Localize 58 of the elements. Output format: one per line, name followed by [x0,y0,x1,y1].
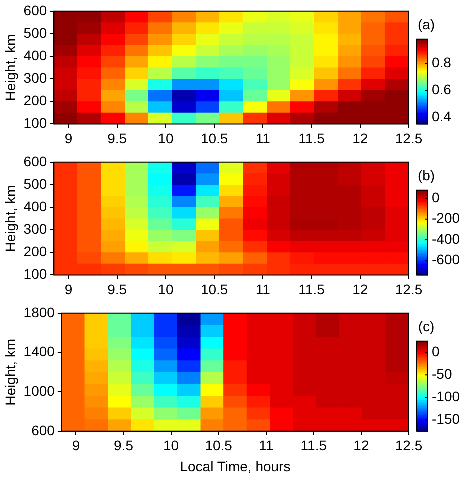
color-bar-label: 0 [432,344,440,360]
x-tick-label: 12 [354,438,370,454]
y-tick-label: 1400 [24,344,56,360]
text: (a) [418,16,436,32]
x-tick-label: 10.5 [200,130,228,146]
y-tick-label: 600 [24,153,48,170]
y-tick-label: 600 [32,422,56,438]
x-tick-label: 10 [158,281,174,298]
color-bar-label: 0.8 [432,54,452,70]
y-tick-label: 200 [24,92,48,108]
x-tick-label: 12 [352,281,368,298]
color-bar-label: -50 [432,366,452,382]
x-tick-label: 9 [72,438,80,454]
x-tick-label: 10 [158,130,174,146]
x-tick-label: 12.5 [395,438,423,454]
x-tick-label: 11 [259,438,274,454]
y-tick-label: 400 [24,198,48,214]
color-bar-label: -400 [432,230,460,247]
y-tick-label: 100 [24,115,48,132]
y-tick-label: 300 [24,70,48,86]
color-bar-label: -200 [432,210,460,226]
y-axis-title: Height, km [2,185,18,252]
x-tick-label: 10.5 [200,281,228,298]
color-bar-label: 0 [432,190,440,206]
y-tick-label: 300 [24,220,48,237]
color-bar-label: -600 [432,252,460,268]
text: (b) [418,167,436,184]
x-tick-label: 9.5 [114,438,134,454]
x-tick-label: 10.5 [205,438,233,454]
y-axis-title: Height, km [2,338,18,406]
x-tick-label: 11 [256,130,271,146]
y-tick-label: 500 [24,24,48,41]
x-tick-label: 11 [256,281,271,298]
color-bar-label: -100 [432,388,460,405]
color-bar-label: 0.6 [432,81,452,98]
y-axis-title: Height, km [2,34,18,102]
x-tick-label: 9.5 [108,281,128,298]
y-tick-label: 1000 [24,382,56,399]
x-tick-label: 9 [64,130,73,146]
y-tick-label: 500 [24,176,48,192]
x-tick-label: 11.5 [300,438,328,454]
x-tick-label: 9.5 [108,130,128,146]
color-bar-label: -150 [432,411,460,428]
x-tick-label: 12.5 [395,130,423,146]
y-tick-label: 600 [24,2,48,18]
text: (c) [418,318,435,334]
x-tick-label: 11.5 [298,281,326,298]
x-tick-label: 12.5 [395,281,423,298]
x-axis-title: Local Time, hours [180,458,291,474]
x-tick-label: 11.5 [298,130,326,146]
y-tick-label: 400 [24,47,48,64]
color-bar-label: 0.4 [432,108,452,124]
x-tick-label: 10 [164,438,180,454]
y-tick-label: 100 [24,266,48,282]
y-tick-label: 200 [24,244,48,260]
y-tick-label: 1800 [24,304,56,320]
x-tick-label: 9 [64,281,73,298]
x-tick-label: 12 [352,130,368,146]
